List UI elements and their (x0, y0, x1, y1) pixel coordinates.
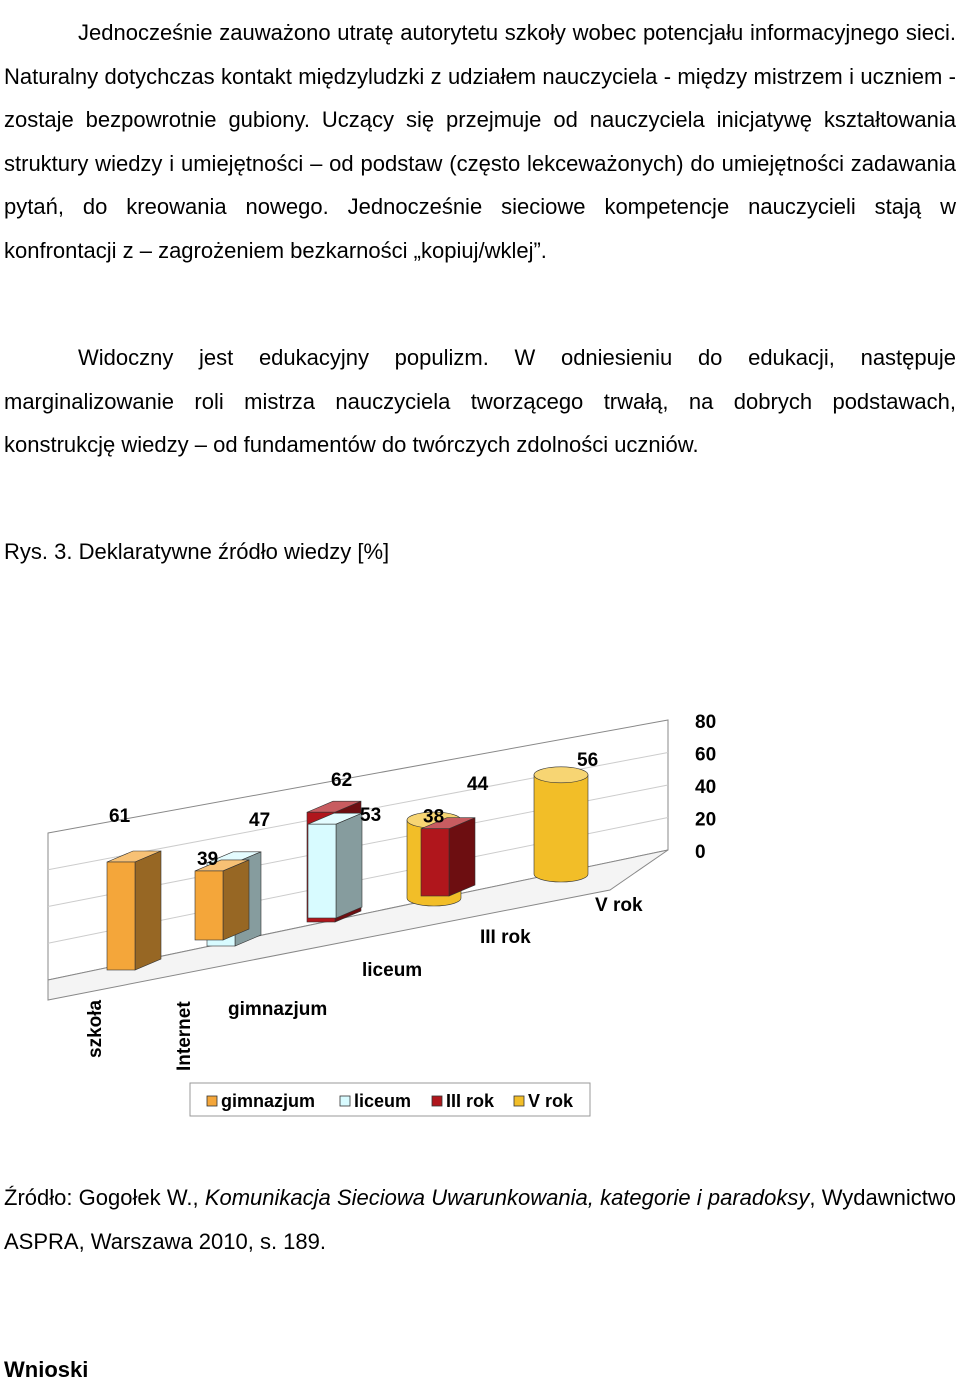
bar-front-face (307, 823, 337, 919)
series-axis-label: liceum (362, 960, 422, 981)
bar-cylinder-body (533, 774, 589, 883)
bar-gimnazjum-szkoła (106, 850, 162, 971)
bar-v-rok-internet (533, 766, 589, 883)
bar-value-label: 44 (467, 774, 489, 795)
bar-gimnazjum-internet (194, 859, 250, 941)
chart-legend: gimnazjum liceum III rok V rok (189, 1082, 591, 1117)
bar-chart-3d: 61 47 62 44 39 53 38 56 80 60 40 20 0 gimnazjum lice… (47, 712, 716, 1117)
bar-side-face (448, 817, 476, 897)
bar-front-face (420, 828, 450, 897)
bar-front-face (106, 861, 136, 971)
chart-y-ticks: 80 60 40 20 0 (695, 712, 716, 863)
y-tick-label: 60 (695, 745, 716, 766)
y-tick-label: 0 (695, 842, 706, 863)
legend-swatch (431, 1095, 443, 1107)
y-tick-label: 80 (695, 712, 716, 733)
legend-swatch (339, 1095, 351, 1107)
y-tick-label: 40 (695, 777, 716, 798)
y-tick-label: 20 (695, 810, 716, 831)
bar-value-label: 62 (331, 770, 352, 791)
chart-category-labels: gimnazjum liceum III rok V rok szkoła Interne… (85, 895, 643, 1071)
bar-cylinder-top (533, 766, 589, 784)
source-prefix: Źródło: Gogołek W., (4, 1185, 205, 1210)
legend-label: liceum (354, 1091, 411, 1111)
bar-value-label: 39 (197, 849, 218, 870)
bar-value-label: 47 (249, 810, 270, 831)
figure-caption: Rys. 3. Deklaratywne źródło wiedzy [%] (4, 539, 390, 564)
category-label: szkoła (85, 999, 106, 1058)
bar-front-face (194, 870, 224, 941)
conclusions-heading: Wnioski (4, 1357, 89, 1382)
legend-swatch (513, 1095, 525, 1107)
category-label: Internet (174, 1001, 195, 1071)
bar-value-label: 56 (577, 750, 598, 771)
bar-value-label: 38 (423, 807, 444, 828)
bar-liceum-internet (307, 812, 363, 919)
bar-side-face (335, 812, 363, 919)
bar-value-label: 53 (360, 805, 381, 826)
source-citation: Źródło: Gogołek W., Komunikacja Sieciowa… (4, 1176, 956, 1264)
legend-swatch (206, 1095, 218, 1107)
series-axis-label: V rok (595, 895, 643, 916)
bar-value-label: 61 (109, 806, 131, 827)
chart-value-labels: 61 47 62 44 39 53 38 56 (109, 750, 598, 870)
source-title: Komunikacja Sieciowa Uwarunkowania, kate… (204, 1185, 810, 1210)
chart-floor (47, 849, 669, 1001)
legend-label: gimnazjum (221, 1091, 315, 1111)
bar-side-face (134, 850, 162, 971)
paragraph-1: Jednocześnie zauważono utratę autorytetu… (4, 20, 956, 263)
legend-label: III rok (446, 1091, 495, 1111)
paragraph-2: Widoczny jest edukacyjny populizm. W odn… (4, 345, 956, 457)
series-axis-label: III rok (480, 927, 531, 948)
series-axis-label: gimnazjum (228, 999, 327, 1020)
legend-label: V rok (528, 1091, 574, 1111)
bar-iii-rok-internet (420, 817, 476, 897)
chart-bars (106, 766, 589, 971)
bar-side-face (222, 859, 250, 941)
source-suffix: , Wydawnictwo ASPRA, Warszawa 2010, s. 1… (4, 1185, 956, 1254)
